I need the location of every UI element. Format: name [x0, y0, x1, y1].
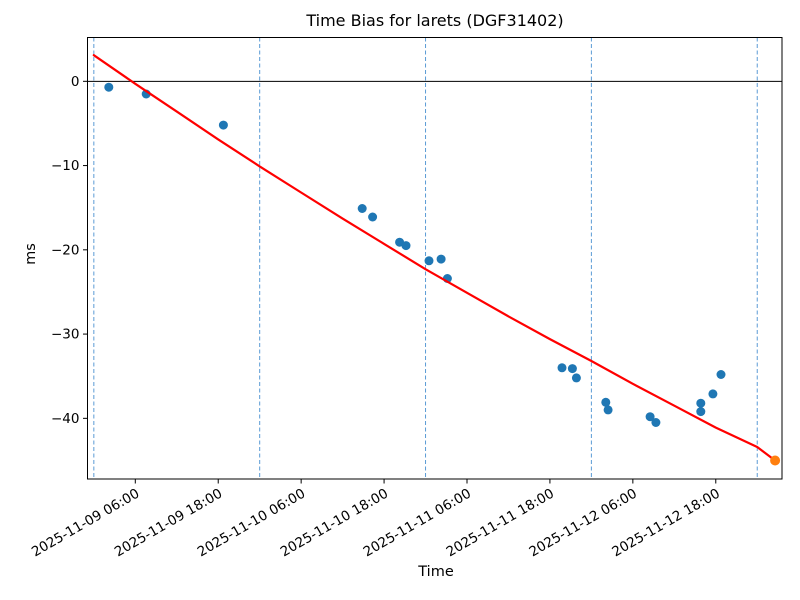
chart-title: Time Bias for larets (DGF31402)	[306, 11, 564, 30]
observations-marker	[716, 370, 726, 379]
y-tick-label: −30	[51, 327, 80, 343]
observations-marker	[696, 398, 706, 408]
observations-marker	[357, 204, 367, 213]
observations-marker	[218, 120, 228, 130]
y-tick-label: −40	[51, 411, 80, 427]
plot-frame	[87, 37, 783, 480]
y-tick-label: −20	[51, 242, 80, 258]
observations-marker	[368, 212, 378, 222]
observations-marker	[708, 389, 718, 399]
y-axis-label: ms	[23, 243, 39, 265]
y-tick-label: 0	[71, 74, 80, 90]
observations-marker	[557, 363, 567, 373]
observations-marker	[567, 364, 577, 374]
fit-curve	[92, 54, 777, 462]
observations-marker	[401, 241, 411, 251]
observations-marker	[645, 412, 655, 422]
observations-marker	[696, 407, 706, 417]
x-axis-label: Time	[418, 564, 454, 580]
observations-marker	[424, 256, 434, 266]
latest-point-marker	[770, 455, 781, 466]
observations-marker	[651, 418, 661, 427]
observations-marker	[571, 373, 581, 383]
observations-marker	[603, 405, 613, 415]
observations-marker	[436, 254, 446, 264]
observations-marker	[104, 82, 114, 92]
observations-marker	[601, 397, 611, 407]
y-tick-label: −10	[51, 158, 80, 174]
